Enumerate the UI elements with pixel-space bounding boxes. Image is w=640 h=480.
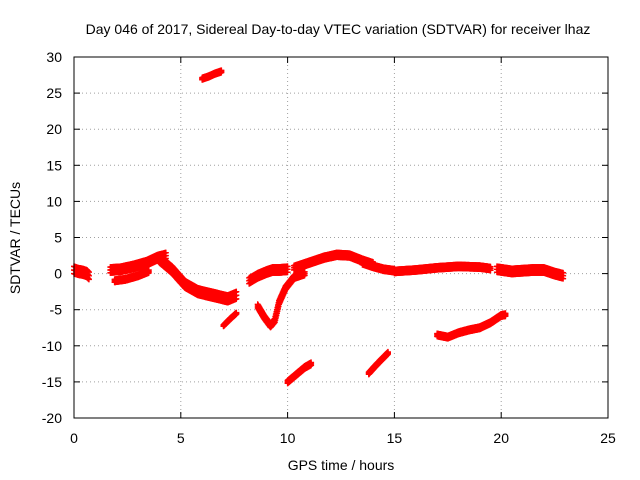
y-tick-label: 10: [46, 193, 62, 209]
y-tick-label: -5: [50, 302, 63, 318]
series-arc-07: [246, 263, 291, 287]
data-markers: [71, 67, 567, 387]
grid-lines: [74, 57, 608, 418]
y-tick-labels: -20 -15 -10 -5 0 5 10 15 20 25 30: [42, 49, 62, 426]
x-tick-labels: 0 5 10 15 20 25: [70, 430, 616, 446]
series-arc-06: [220, 309, 240, 330]
data-point: [384, 348, 391, 355]
x-tick-label: 0: [70, 430, 78, 446]
x-tick-label: 20: [493, 430, 509, 446]
data-point: [301, 268, 308, 275]
series-arc-02: [107, 249, 169, 276]
x-axis-label: GPS time / hours: [288, 457, 395, 473]
x-tick-label: 25: [600, 430, 616, 446]
y-tick-label: 5: [54, 230, 62, 246]
series-arc-14: [434, 310, 509, 342]
series-arc-09: [284, 359, 315, 387]
x-tick-label: 5: [177, 430, 185, 446]
data-point: [233, 288, 240, 295]
series-arc-01: [71, 263, 92, 283]
data-point: [308, 359, 315, 366]
data-point: [284, 263, 291, 270]
data-point: [162, 249, 169, 256]
y-tick-label: -20: [42, 410, 62, 426]
y-tick-label: 0: [54, 266, 62, 282]
series-arc-12: [365, 348, 391, 378]
series-arc-03: [111, 266, 152, 286]
y-tick-label: 20: [46, 121, 62, 137]
x-tick-label: 15: [387, 430, 403, 446]
series-arc-08: [254, 268, 308, 331]
series-arc-13: [391, 261, 494, 277]
data-point: [218, 67, 225, 74]
y-tick-label: -15: [42, 374, 62, 390]
x-tick-label: 10: [280, 430, 296, 446]
series-arc-04: [156, 252, 240, 306]
data-point: [487, 263, 494, 270]
y-axis-label: SDTVAR / TECUs: [7, 182, 23, 294]
y-tick-label: 15: [46, 157, 62, 173]
series-arc-15: [493, 263, 567, 282]
data-point: [560, 269, 567, 276]
y-tick-label: -10: [42, 338, 62, 354]
chart-title: Day 046 of 2017, Sidereal Day-to-day VTE…: [86, 21, 591, 37]
y-tick-label: 30: [46, 49, 62, 65]
y-tick-label: 25: [46, 85, 62, 101]
series-arc-05: [199, 67, 225, 83]
data-point: [233, 309, 240, 316]
data-point: [85, 269, 92, 276]
data-point: [145, 266, 152, 273]
data-point: [502, 310, 509, 317]
plot-frame: [73, 56, 609, 419]
